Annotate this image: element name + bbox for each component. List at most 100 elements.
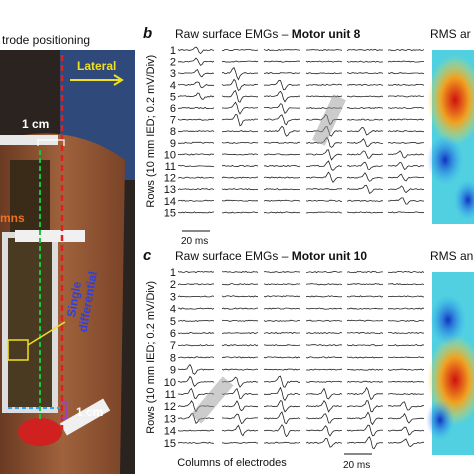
- time-scale: 20 ms: [343, 460, 370, 471]
- panel-title: Raw surface EMGs – Motor unit 10: [175, 249, 367, 263]
- emg-trace: [346, 211, 384, 214]
- columns-label: mns: [0, 211, 25, 225]
- emg-trace: [346, 138, 383, 147]
- row-label: 14: [164, 196, 176, 208]
- row-label: 1: [170, 45, 176, 57]
- emg-trace: [387, 130, 425, 133]
- row-label: 12: [164, 401, 176, 413]
- emg-trace: [305, 331, 343, 335]
- emg-trace: [263, 424, 301, 438]
- emg-trace: [177, 344, 215, 347]
- emg-trace: [387, 438, 424, 447]
- row-label: 15: [164, 438, 176, 450]
- emg-trace: [387, 83, 425, 86]
- emg-trace: [264, 153, 300, 156]
- row-label: 5: [170, 316, 176, 328]
- emg-trace: [263, 271, 301, 273]
- emg-trace: [177, 188, 215, 191]
- emg-trace: [346, 356, 384, 359]
- emg-trace: [263, 307, 301, 310]
- emg-trace: [387, 211, 425, 214]
- emg-trace: [221, 368, 259, 371]
- emg-trace: [263, 368, 301, 371]
- title-prefix: Raw surface EMGs –: [175, 27, 292, 41]
- emg-trace: [221, 130, 259, 133]
- y-axis-label: Rows (10 mm IED; 0.2 mV/Div): [145, 281, 157, 434]
- emg-trace: [305, 60, 343, 63]
- emg-trace: [221, 387, 259, 400]
- emg-trace: [305, 83, 343, 86]
- emg-trace: [388, 380, 425, 383]
- emg-trace: [346, 118, 384, 121]
- emg-trace: [346, 344, 384, 347]
- emg-trace: [347, 400, 384, 413]
- emg-trace: [221, 400, 259, 412]
- emg-trace: [346, 368, 384, 371]
- emg-trace: [263, 114, 301, 126]
- emg-trace: [177, 363, 215, 375]
- emg-trace: [221, 176, 259, 179]
- rms-title: RMS an: [430, 249, 473, 263]
- emg-trace: [221, 283, 259, 286]
- row-label: 6: [170, 103, 176, 115]
- emg-trace: [346, 150, 384, 159]
- row-label: 13: [164, 413, 176, 425]
- emg-trace: [305, 344, 343, 347]
- emg-trace: [263, 125, 301, 137]
- emg-trace: [221, 332, 259, 335]
- emg-trace: [263, 386, 301, 402]
- emg-trace: [387, 270, 425, 274]
- row-label: 7: [170, 340, 176, 352]
- panel-title: Raw surface EMGs – Motor unit 8: [175, 27, 361, 41]
- row-label: 11: [165, 161, 176, 173]
- emg-trace: [263, 319, 301, 322]
- emg-trace: [177, 295, 215, 298]
- highlight: [312, 94, 346, 146]
- emg-trace: [305, 319, 343, 322]
- emg-trace: [387, 197, 425, 205]
- emg-trace: [263, 103, 301, 114]
- emg-trace: [346, 270, 383, 274]
- emg-trace: [263, 441, 301, 444]
- photo: [0, 50, 135, 474]
- emg-trace: [178, 165, 215, 168]
- emg-trace: [177, 441, 215, 444]
- emg-trace: [387, 72, 425, 75]
- emg-trace: [346, 95, 384, 98]
- emg-trace: [263, 141, 301, 144]
- emg-trace: [221, 78, 259, 92]
- emg-trace: [387, 48, 425, 51]
- emg-trace: [178, 57, 215, 66]
- emg-trace: [263, 188, 301, 191]
- emg-trace: [387, 412, 425, 424]
- emg-trace: [305, 387, 343, 400]
- emg-trace: [263, 375, 300, 388]
- row-label: 11: [165, 389, 176, 401]
- emg-trace: [221, 413, 258, 425]
- emg-trace: [388, 295, 425, 298]
- emg-trace: [305, 199, 343, 202]
- emg-trace: [387, 283, 425, 286]
- emg-trace: [305, 271, 343, 274]
- emg-trace: [177, 211, 214, 214]
- emg-trace: [263, 79, 301, 91]
- emg-trace: [346, 72, 384, 75]
- emg-trace: [263, 400, 301, 413]
- emg-trace: [387, 319, 425, 322]
- x-axis-label: Columns of electrodes: [177, 457, 287, 469]
- emg-trace: [387, 344, 425, 347]
- emg-trace: [387, 173, 425, 182]
- emg-trace: [263, 211, 301, 214]
- scale-bottom: 1 cm: [76, 405, 103, 419]
- emg-trace: [221, 67, 259, 81]
- emg-trace: [305, 188, 342, 191]
- emg-trace: [221, 60, 259, 63]
- emg-trace: [263, 295, 301, 298]
- emg-trace: [177, 176, 215, 179]
- rms-blob: [426, 400, 454, 440]
- emg-trace: [177, 130, 215, 133]
- emg-trace: [177, 199, 214, 202]
- emg-trace: [221, 199, 259, 202]
- emg-trace: [346, 319, 384, 322]
